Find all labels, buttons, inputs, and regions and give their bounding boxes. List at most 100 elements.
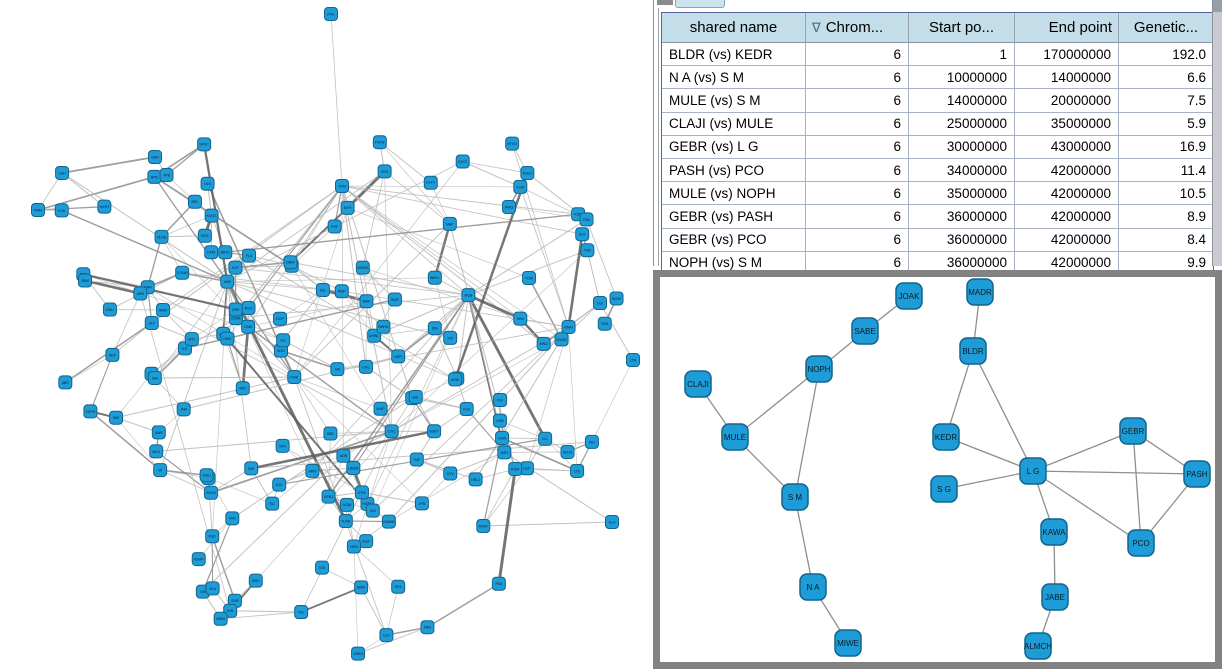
network-node[interactable]: OOU (199, 468, 214, 483)
network-node-bldr[interactable]: BLDR (959, 337, 987, 365)
network-edge[interactable] (162, 185, 343, 311)
network-node[interactable]: DON (495, 430, 510, 445)
network-node[interactable]: IWE (109, 410, 124, 425)
network-node[interactable]: EFN (354, 485, 369, 500)
network-edge[interactable] (384, 171, 451, 225)
network-edge[interactable] (202, 518, 233, 592)
network-node[interactable]: IMD (235, 381, 250, 396)
network-node[interactable]: UUF (519, 461, 534, 476)
network-node[interactable]: KGF (359, 534, 374, 549)
network-node[interactable]: WLO (149, 444, 164, 459)
network-edge[interactable] (972, 350, 1034, 472)
network-node[interactable]: UPNJ (321, 489, 336, 504)
network-edge[interactable] (191, 309, 236, 340)
network-node-gebr[interactable]: GEBR (1119, 417, 1147, 445)
network-edge[interactable] (230, 610, 302, 613)
network-edge[interactable] (210, 430, 392, 494)
network-node[interactable]: GNU (102, 302, 117, 317)
network-node-jabe[interactable]: JABE (1041, 583, 1069, 611)
network-node[interactable]: WPJ (497, 445, 512, 460)
column-header-chromosome[interactable]: ∇ Chrom... (806, 13, 909, 42)
network-node[interactable]: MTH (340, 200, 355, 215)
network-node[interactable]: LTE (570, 463, 585, 478)
network-node[interactable]: KUOS (204, 208, 219, 223)
network-node[interactable]: WUP (373, 401, 388, 416)
network-edge[interactable] (279, 289, 324, 320)
network-node-s-m[interactable]: S M (781, 483, 809, 511)
network-node[interactable]: BRJU (218, 245, 233, 260)
network-node[interactable]: DCCI (455, 154, 470, 169)
main-network-panel[interactable]: VVFL VPM GKR PMM WRG OUI GUJ LTN PDG KGN RPE ULK KUO… (0, 0, 652, 669)
table-row[interactable]: GEBR (vs) PCO 6 36000000 42000000 8.4 (662, 228, 1213, 252)
network-node[interactable]: SBE (323, 426, 338, 441)
network-node[interactable]: AVB (220, 274, 235, 289)
network-node[interactable]: KLR (459, 402, 474, 417)
network-edge[interactable] (388, 326, 569, 522)
column-header-shared-name[interactable]: shared name (662, 13, 806, 42)
network-edge[interactable] (353, 546, 399, 588)
network-node[interactable]: PLKN (372, 135, 387, 150)
network-edge[interactable] (220, 431, 392, 620)
network-node[interactable]: ESL (315, 282, 330, 297)
network-node[interactable]: UTV (443, 466, 458, 481)
table-row[interactable]: MULE (vs) S M 6 14000000 20000000 7.5 (662, 89, 1213, 113)
network-edge[interactable] (341, 185, 562, 340)
network-edge[interactable] (61, 209, 228, 283)
network-node[interactable]: ADB (336, 448, 351, 463)
network-edge[interactable] (282, 445, 363, 493)
network-edge[interactable] (182, 271, 228, 283)
network-edge[interactable] (341, 185, 344, 456)
network-node-almch[interactable]: ALMCH (1024, 632, 1052, 660)
network-node[interactable]: WJJA (560, 444, 575, 459)
network-node[interactable]: DBW (283, 255, 298, 270)
network-node[interactable]: GUWM (381, 514, 396, 529)
network-node[interactable]: VVR (225, 511, 240, 526)
network-edge[interactable] (61, 156, 156, 174)
network-node[interactable]: MJI (365, 503, 380, 518)
network-edge[interactable] (499, 420, 546, 440)
network-node[interactable]: ABC (58, 375, 73, 390)
network-edge[interactable] (37, 205, 105, 211)
network-node[interactable]: BNM (156, 302, 171, 317)
network-edge[interactable] (483, 521, 613, 527)
scrollbar-thumb[interactable] (1213, 0, 1222, 12)
network-node-noph[interactable]: NOPH (805, 355, 833, 383)
network-edge[interactable] (222, 333, 374, 512)
network-node[interactable]: NPL (187, 194, 202, 209)
network-edge[interactable] (293, 161, 463, 378)
table-row[interactable]: GEBR (vs) L G 6 30000000 43000000 16.9 (662, 135, 1213, 159)
network-node[interactable]: MWU (213, 611, 228, 626)
network-edge[interactable] (341, 185, 469, 296)
network-edge[interactable] (353, 546, 359, 654)
network-edge[interactable] (115, 376, 295, 419)
network-node[interactable]: GJJ (379, 628, 394, 643)
main-network-graph[interactable]: VVFL VPM GKR PMM WRG OUI GUJ LTN PDG KGN RPE ULK KUO… (0, 0, 652, 669)
table-row[interactable]: GEBR (vs) PASH 6 36000000 42000000 8.9 (662, 205, 1213, 229)
network-edge[interactable] (160, 469, 207, 477)
network-edge[interactable] (291, 265, 342, 292)
table-scrollbar[interactable] (1212, 0, 1222, 266)
network-edge[interactable] (226, 338, 244, 389)
network-edge[interactable] (248, 300, 367, 328)
network-node[interactable]: FDI (493, 393, 508, 408)
network-edge[interactable] (502, 437, 546, 440)
network-node[interactable]: AWR (151, 425, 166, 440)
network-node[interactable]: CONM (175, 265, 190, 280)
network-node[interactable]: PEIP (334, 284, 349, 299)
network-edge[interactable] (362, 267, 521, 320)
network-edge[interactable] (945, 436, 1034, 472)
network-node[interactable]: UOL (358, 359, 373, 374)
network-node[interactable]: CTIC (384, 424, 399, 439)
network-edge[interactable] (84, 279, 141, 295)
table-row[interactable]: BLDR (vs) KEDR 6 1 170000000 192.0 (662, 43, 1213, 67)
network-node[interactable]: KSHP (191, 552, 206, 567)
network-edge[interactable] (248, 255, 456, 380)
network-node[interactable]: NFKG (505, 136, 520, 151)
network-node[interactable]: CEPS (83, 404, 98, 419)
network-node[interactable]: VPM (335, 179, 349, 193)
network-node[interactable]: ASAV (476, 519, 491, 534)
network-node[interactable]: WRG (502, 200, 516, 214)
network-node[interactable]: MAP (442, 216, 457, 231)
network-node[interactable]: VIPL (275, 438, 290, 453)
network-edge[interactable] (794, 496, 814, 588)
